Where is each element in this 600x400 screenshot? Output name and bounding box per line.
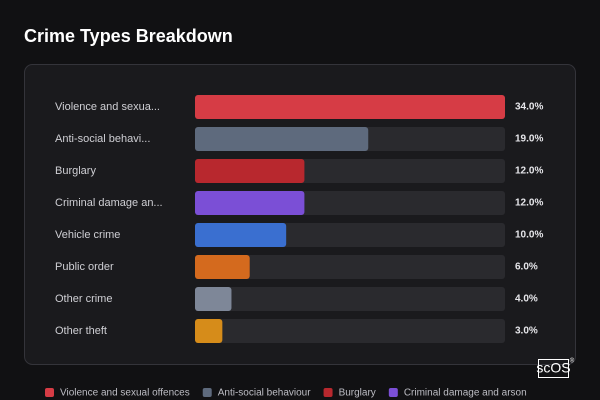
- legend-swatch: [45, 388, 54, 397]
- category-label: Criminal damage an...: [55, 197, 163, 209]
- legend-label: Criminal damage and arson: [404, 388, 527, 399]
- bar: [195, 95, 505, 119]
- bar-track: [195, 255, 505, 279]
- legend-label: Violence and sexual offences: [60, 388, 190, 399]
- category-label: Other crime: [55, 293, 112, 305]
- legend-swatch: [388, 388, 398, 397]
- bar: [195, 159, 305, 183]
- bar: [195, 287, 232, 311]
- category-label: Other theft: [55, 325, 107, 337]
- chart-title: Crime Types Breakdown: [24, 26, 233, 46]
- value-label: 34.0%: [515, 102, 543, 113]
- bar: [195, 191, 305, 215]
- value-label: 10.0%: [515, 230, 543, 241]
- category-label: Anti-social behavi...: [55, 133, 150, 145]
- bar: [195, 255, 250, 279]
- legend-label: Burglary: [339, 388, 376, 399]
- bar: [195, 223, 287, 247]
- watermark: scOS: [536, 360, 570, 376]
- legend-swatch: [323, 388, 333, 397]
- bar-track: [195, 287, 505, 311]
- value-label: 12.0%: [515, 166, 543, 177]
- value-label: 4.0%: [515, 294, 538, 305]
- category-label: Burglary: [55, 165, 96, 177]
- value-label: 3.0%: [515, 326, 538, 337]
- bar: [195, 319, 223, 343]
- value-label: 6.0%: [515, 262, 538, 273]
- bar: [195, 127, 369, 151]
- category-label: Public order: [55, 261, 114, 273]
- value-label: 12.0%: [515, 198, 543, 209]
- legend-label: Anti-social behaviour: [218, 388, 311, 399]
- legend-swatch: [202, 388, 212, 397]
- category-label: Vehicle crime: [55, 229, 120, 241]
- value-label: 19.0%: [515, 134, 543, 145]
- logo-box: [538, 359, 569, 378]
- category-label: Violence and sexua...: [55, 101, 160, 113]
- bar-track: [195, 319, 505, 343]
- watermark-mark: ®: [570, 358, 575, 365]
